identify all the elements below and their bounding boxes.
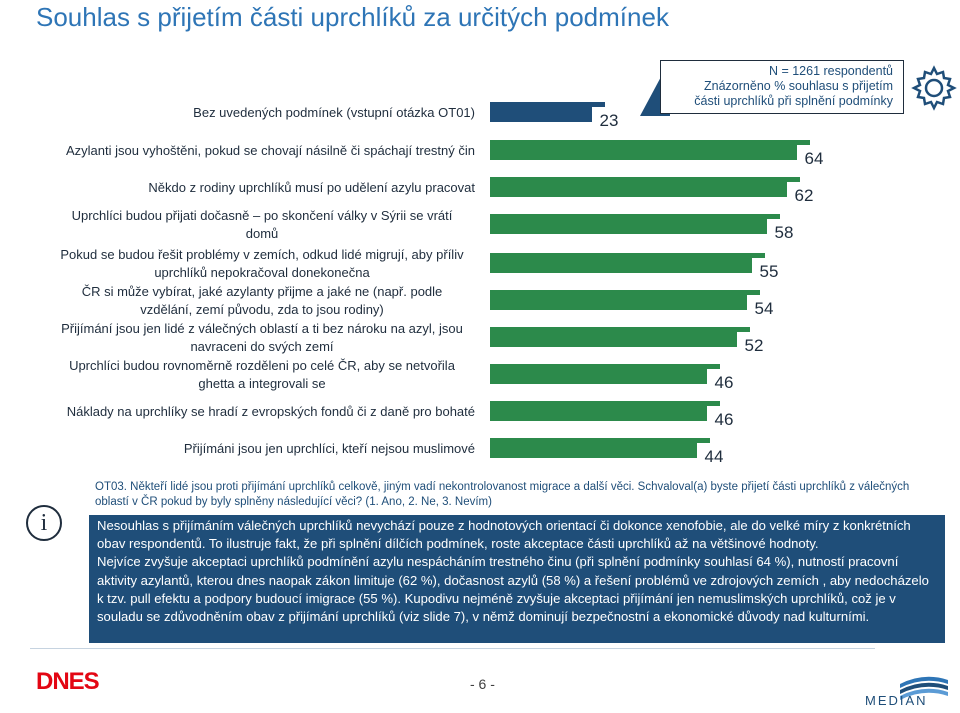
bar-6: [490, 327, 750, 347]
value-label-5: 54: [755, 299, 774, 318]
category-label-5: ČR si může vybírat, jaké azylanty přijme…: [82, 284, 443, 317]
category-label-8: Náklady na uprchlíky se hradí z evropský…: [67, 404, 475, 419]
category-label-2: Někdo z rodiny uprchlíků musí po udělení…: [148, 180, 475, 195]
value-label-6: 52: [745, 336, 764, 355]
value-label-box-7: [707, 369, 741, 395]
value-label-0: 23: [600, 111, 619, 130]
sample-size: N = 1261 respondentů: [768, 64, 893, 78]
bar-3: [490, 214, 780, 234]
value-label-box-9: [697, 443, 731, 469]
category-label-1: Azylanti jsou vyhoštěni, pokud se chovaj…: [66, 143, 475, 158]
bar-0: [490, 102, 605, 122]
category-label-7: Uprchlíci budou rovnoměrně rozděleni po …: [69, 358, 456, 391]
summary-box: Nesouhlas s přijímáním válečných uprchlí…: [89, 515, 945, 643]
sample-info-box: N = 1261 respondentů Znázorněno % souhla…: [660, 60, 904, 114]
value-label-box-0: [592, 107, 626, 133]
dnes-logo: DNES: [36, 668, 100, 695]
median-logo-icon: [900, 676, 948, 700]
value-label-box-1: [797, 145, 831, 171]
value-label-3: 58: [775, 223, 794, 242]
value-label-box-2: [787, 182, 821, 208]
bar-8: [490, 401, 720, 421]
info-icon: i: [26, 505, 62, 541]
value-label-box-5: [747, 295, 781, 321]
category-label-4: Pokud se budou řešit problémy v zemích, …: [60, 247, 464, 280]
value-label-box-6: [737, 332, 771, 358]
value-label-1: 64: [805, 149, 824, 168]
bar-1: [490, 140, 810, 160]
page-number: - 6 -: [470, 676, 495, 692]
bar-9: [490, 438, 710, 458]
sample-note-line2: části uprchlíků při splnění podmínky: [694, 94, 893, 108]
value-label-box-4: [752, 258, 786, 284]
value-label-7: 46: [715, 373, 734, 392]
gear-icon: [911, 65, 957, 111]
category-label-6: Přijímání jsou jen lidé z válečných obla…: [61, 321, 463, 354]
bar-5: [490, 290, 760, 310]
page-title: Souhlas s přijetím části uprchlíků za ur…: [36, 2, 669, 32]
summary-paragraph-1: Nesouhlas s přijímáním válečných uprchlí…: [97, 518, 911, 552]
value-label-9: 44: [705, 447, 724, 466]
value-label-box-3: [767, 219, 801, 245]
value-label-box-8: [707, 406, 741, 432]
question-note: OT03. Někteří lidé jsou proti přijímání …: [95, 481, 910, 508]
bar-7: [490, 364, 720, 384]
chart-area: 23 Bez uvedených podmínek (vstupní otázka…: [60, 102, 831, 469]
bar-4: [490, 253, 765, 273]
bar-2: [490, 177, 800, 197]
sample-note-line1: Znázorněno % souhlasu s přijetím: [704, 79, 893, 93]
value-label-4: 55: [760, 262, 779, 281]
summary-paragraph-2: Nejvíce zvyšuje akceptaci uprchlíků podm…: [97, 554, 929, 625]
median-logo-text: MEDIAN: [865, 693, 928, 708]
category-label-3: Uprchlíci budou přijati dočasně – po sko…: [72, 208, 453, 241]
category-label-9: Přijímáni jsou jen uprchlíci, kteří nejs…: [184, 441, 475, 456]
value-label-8: 46: [715, 410, 734, 429]
value-label-2: 62: [795, 186, 814, 205]
category-label-0: Bez uvedených podmínek (vstupní otázka O…: [193, 105, 475, 120]
footer-divider: [30, 648, 875, 649]
